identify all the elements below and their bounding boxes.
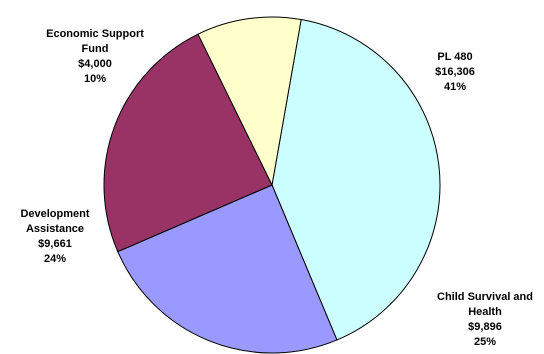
label-child-survival-health: Child Survival and Health $9,896 25% [437, 291, 533, 348]
slice-name: Child Survival and [437, 291, 533, 303]
slice-name: Development [20, 208, 89, 220]
slice-name: PL 480 [437, 51, 472, 63]
slice-percent: 25% [474, 336, 496, 348]
slice-development-assistance [103, 33, 273, 253]
label-pl480: PL 480 $16,306 41% [435, 51, 475, 93]
slice-value: $9,896 [468, 321, 502, 333]
slice-name: Health [468, 306, 502, 318]
label-economic-support-fund: Economic Support Fund $4,000 10% [46, 28, 144, 85]
slice-name: Fund [82, 43, 109, 55]
slice-pl480 [271, 18, 441, 341]
slice-name: Economic Support [46, 28, 144, 40]
slice-economic-support-fund [197, 16, 302, 187]
slice-percent: 41% [444, 81, 466, 93]
slice-value: $4,000 [78, 58, 112, 70]
pie-labels: PL 480 $16,306 41% Child Survival and Health… [20, 28, 533, 348]
slice-child-survival-health [117, 184, 338, 354]
slice-value: $16,306 [435, 66, 475, 78]
slice-percent: 24% [44, 253, 66, 265]
slice-value: $9,661 [38, 238, 72, 250]
pie-slices [103, 16, 441, 354]
slice-name: Assistance [26, 223, 84, 235]
label-development-assistance: Development Assistance $9,661 24% [20, 208, 89, 265]
slice-percent: 10% [84, 73, 106, 85]
